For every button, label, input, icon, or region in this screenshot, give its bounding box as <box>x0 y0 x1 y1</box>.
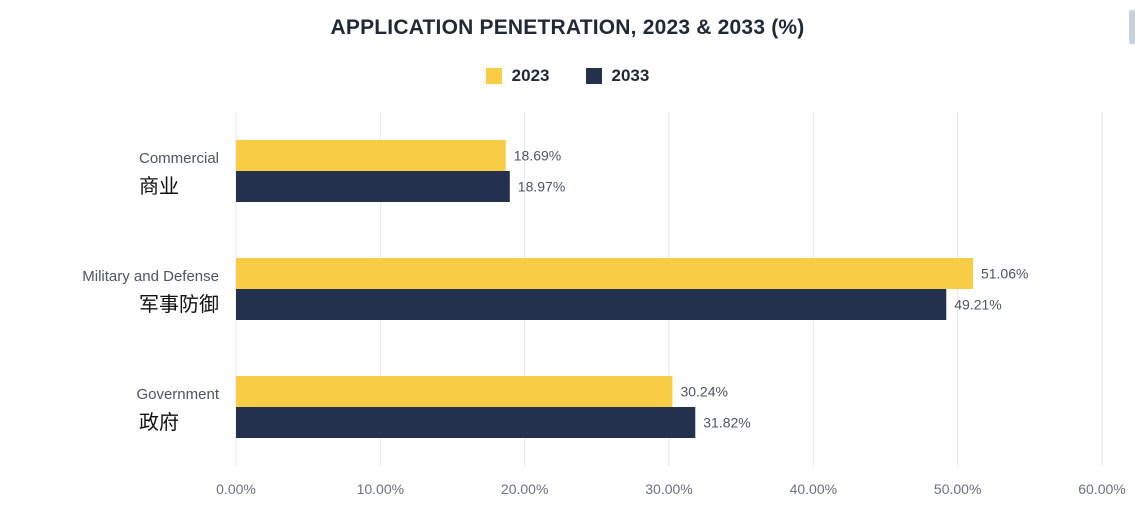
data-label: 30.24% <box>680 384 727 400</box>
x-tick-label: 40.00% <box>790 481 837 497</box>
x-tick-label: 10.00% <box>357 481 404 497</box>
data-label: 31.82% <box>703 415 750 431</box>
data-label: 18.69% <box>514 148 561 164</box>
x-tick-label: 50.00% <box>934 481 981 497</box>
category-label-en: Military and Defense <box>82 268 219 285</box>
legend-swatch-2033 <box>585 68 602 84</box>
data-label: 18.97% <box>518 179 565 195</box>
data-label: 51.06% <box>981 266 1028 282</box>
bar <box>236 140 506 171</box>
legend-label-2023: 2023 <box>511 66 550 85</box>
x-tick-label: 60.00% <box>1078 481 1125 497</box>
bar <box>236 289 947 320</box>
legend: 2023 2033 <box>0 66 1135 86</box>
x-tick-label: 30.00% <box>645 481 692 497</box>
category-label-zh: 商业 <box>139 174 179 198</box>
legend-item-2023: 2023 <box>485 66 550 86</box>
bar <box>236 407 696 438</box>
legend-swatch-2023 <box>485 68 502 84</box>
bar <box>236 376 673 407</box>
data-label: 49.21% <box>954 297 1001 313</box>
category-label-zh: 军事防御 <box>139 292 219 316</box>
category-label-en: Government <box>136 386 219 403</box>
legend-label-2033: 2033 <box>611 66 650 85</box>
chart-title: APPLICATION PENETRATION, 2023 & 2033 (%) <box>330 16 805 39</box>
x-tick-label: 20.00% <box>501 481 548 497</box>
x-tick-label: 0.00% <box>216 481 256 497</box>
category-label-en: Commercial <box>139 150 219 167</box>
category-label-zh: 政府 <box>139 410 179 434</box>
scroll-edge-indicator <box>1129 10 1135 44</box>
legend-item-2033: 2033 <box>585 66 650 86</box>
bar <box>236 171 510 202</box>
bar <box>236 258 973 289</box>
